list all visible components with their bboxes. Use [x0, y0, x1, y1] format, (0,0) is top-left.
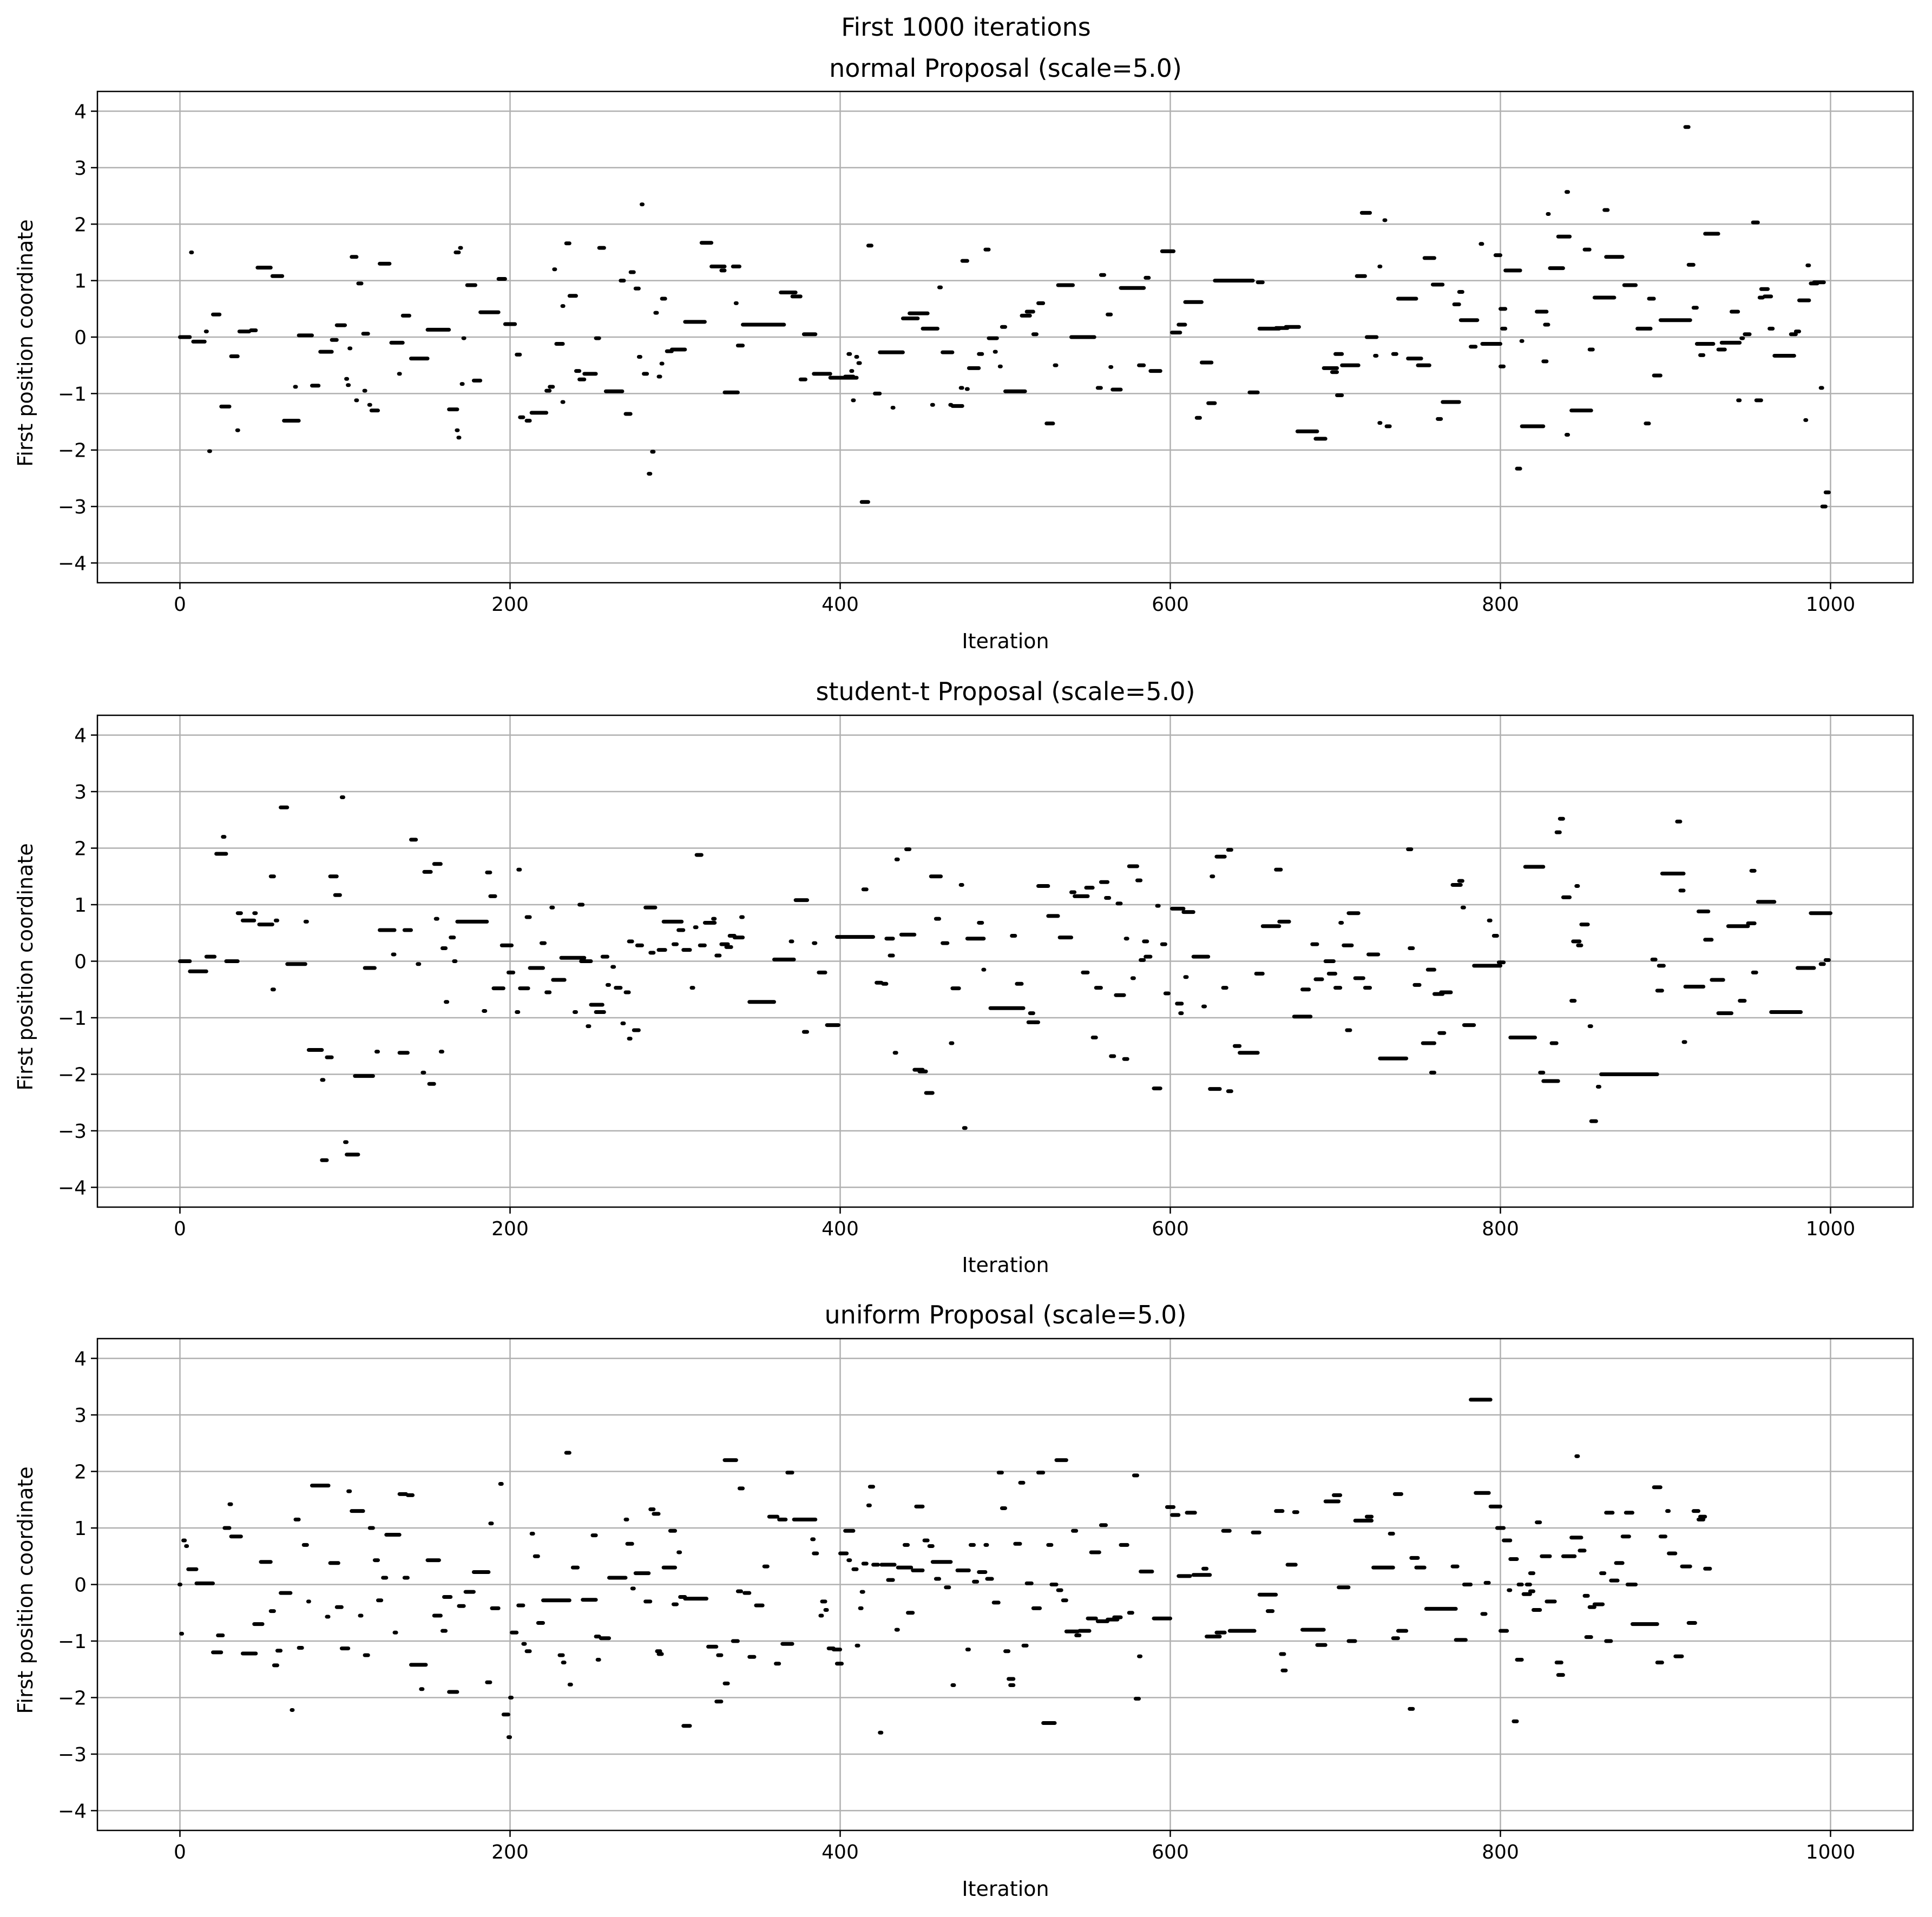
panel-student-t-xtick-label: 1000: [1806, 1218, 1856, 1240]
panel-normal-ylabel: First position coordinate: [14, 219, 37, 466]
panel-uniform-ticks: 0 200 400 600 800 1000 −4 −3 −2 −1 0 1 2 3 4: [58, 1348, 1855, 1863]
panel-normal-marks: [178, 125, 1831, 509]
panel-uniform-xlabel: Iteration: [962, 1877, 1049, 1901]
panel-uniform-marks: [178, 1398, 1712, 1740]
panel-uniform-ytick-label: −1: [58, 1631, 87, 1653]
panel-student-t-ytick-label: 4: [74, 725, 87, 747]
panel-uniform-ytick-label: 2: [74, 1461, 87, 1484]
panel-uniform-ytick-label: 0: [74, 1575, 87, 1597]
panel-normal-xtick-label: 600: [1152, 594, 1189, 616]
panel-uniform-xtick-label: 200: [491, 1841, 529, 1863]
panel-student-t-ytick-label: −1: [58, 1007, 87, 1030]
panel-student-t-ytick-label: 3: [74, 781, 87, 803]
panel-normal-xtick-label: 0: [174, 594, 186, 616]
panel-uniform-ytick-label: −4: [58, 1800, 87, 1822]
panel-uniform-ytick-label: 4: [74, 1348, 87, 1371]
panel-uniform-title: uniform Proposal (scale=5.0): [825, 1300, 1187, 1329]
panel-student-t-ytick-label: −3: [58, 1121, 87, 1143]
panel-normal-ytick-label: −3: [58, 496, 87, 518]
panel-student-t-grid: [97, 715, 1913, 1207]
panel-uniform: uniform Proposal (scale=5.0) Iteration F…: [14, 1300, 1914, 1901]
panel-uniform-ytick-label: −3: [58, 1744, 87, 1766]
panel-uniform-xtick-label: 800: [1482, 1841, 1519, 1863]
panel-student-t-ticks: 0 200 400 600 800 1000 −4 −3 −2 −1 0 1 2 3 4: [58, 725, 1855, 1240]
panel-uniform-xtick-label: 1000: [1806, 1841, 1856, 1863]
panel-student-t-ytick-label: 2: [74, 838, 87, 860]
panel-student-t-xtick-label: 0: [174, 1218, 186, 1240]
panel-normal-frame: [96, 90, 1914, 584]
panel-student-t-ytick-label: −2: [58, 1064, 87, 1086]
panel-uniform-xtick-label: 600: [1152, 1841, 1189, 1863]
panel-student-t-xtick-label: 400: [822, 1218, 859, 1240]
panel-student-t-xtick-label: 200: [491, 1218, 529, 1240]
panel-normal-xlabel: Iteration: [962, 629, 1049, 653]
panel-normal: normal Proposal (scale=5.0) Iteration Fi…: [14, 54, 1914, 653]
panel-normal-xtick-label: 400: [822, 594, 859, 616]
panel-student-t-xtick-label: 600: [1152, 1218, 1189, 1240]
panel-normal-ytick-label: 3: [74, 157, 87, 180]
panel-normal-title: normal Proposal (scale=5.0): [829, 54, 1182, 83]
panel-normal-xtick-label: 1000: [1806, 594, 1856, 616]
panel-uniform-xtick-label: 0: [174, 1841, 186, 1863]
panel-normal-ytick-label: 4: [74, 101, 87, 123]
panel-normal-xtick-label: 200: [491, 594, 529, 616]
figure-suptitle: First 1000 iterations: [841, 12, 1090, 42]
panel-uniform-ylabel: First position coordinate: [14, 1466, 37, 1714]
panel-student-t-marks: [178, 795, 1832, 1162]
panel-student-t-ylabel: First position coordinate: [14, 843, 37, 1090]
panel-normal-grid: [97, 91, 1913, 583]
panel-normal-ytick-label: 0: [74, 327, 87, 349]
panel-normal-ytick-label: −1: [58, 383, 87, 405]
panel-normal-ytick-label: 1: [74, 271, 87, 293]
panel-student-t-ytick-label: 0: [74, 951, 87, 973]
panel-normal-ytick-label: 2: [74, 214, 87, 236]
panel-normal-ticks: 0 200 400 600 800 1000 −4 −3 −2 −1 0 1 2 3 4: [58, 101, 1855, 616]
panel-student-t-frame: [96, 714, 1914, 1208]
panel-student-t-ytick-label: −4: [58, 1177, 87, 1199]
panel-uniform-frame: [96, 1338, 1914, 1832]
panel-normal-ytick-label: −2: [58, 440, 87, 462]
panel-normal-ytick-label: −4: [58, 552, 87, 575]
panel-student-t-xlabel: Iteration: [962, 1253, 1049, 1277]
panel-student-t-ytick-label: 1: [74, 894, 87, 917]
panel-uniform-ytick-label: −2: [58, 1687, 87, 1709]
panel-uniform-xtick-label: 400: [822, 1841, 859, 1863]
panel-normal-xtick-label: 800: [1482, 594, 1519, 616]
panel-student-t-title: student-t Proposal (scale=5.0): [816, 677, 1195, 706]
panel-student-t: student-t Proposal (scale=5.0) Iteration…: [14, 677, 1914, 1277]
panel-student-t-xtick-label: 800: [1482, 1218, 1519, 1240]
panel-uniform-ytick-label: 3: [74, 1405, 87, 1427]
panel-uniform-ytick-label: 1: [74, 1518, 87, 1540]
